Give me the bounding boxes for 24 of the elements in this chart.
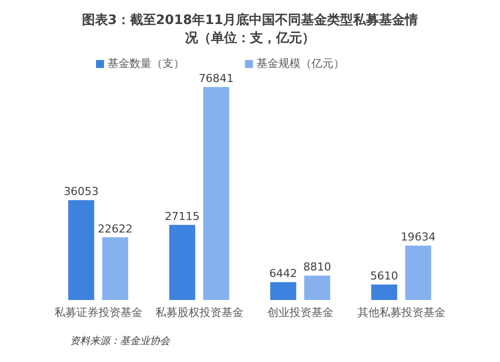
bar bbox=[68, 200, 94, 300]
chart-title: 图表3：截至2018年11月底中国不同基金类型私募基金情况（单位：支，亿元） bbox=[80, 12, 420, 48]
legend-label: 基金数量（支） bbox=[108, 57, 184, 70]
x-tick-label: 私募证券投资基金 bbox=[54, 306, 142, 319]
data-label: 6442 bbox=[269, 267, 298, 280]
legend-label: 基金规模（亿元） bbox=[256, 57, 344, 70]
bar bbox=[304, 276, 330, 300]
data-label: 22622 bbox=[98, 222, 133, 236]
bar bbox=[203, 87, 230, 300]
data-label: 8810 bbox=[303, 260, 332, 274]
bar bbox=[405, 246, 432, 300]
bar bbox=[169, 224, 196, 300]
data-label: 36053 bbox=[64, 185, 99, 198]
data-label: 5610 bbox=[370, 269, 398, 282]
text: 资料来源：基金业协会 bbox=[70, 334, 170, 348]
data-label: 19634 bbox=[400, 230, 436, 244]
data-label: 27115 bbox=[164, 210, 200, 223]
data-label: 76841 bbox=[198, 72, 234, 85]
x-tick-label: 私募股权投资基金 bbox=[156, 306, 244, 319]
bar bbox=[270, 282, 296, 300]
bar bbox=[371, 284, 398, 300]
bar bbox=[102, 237, 128, 300]
x-tick-label: 其他私募投资基金 bbox=[358, 306, 446, 319]
x-tick-label: 创业投资基金 bbox=[268, 306, 334, 319]
